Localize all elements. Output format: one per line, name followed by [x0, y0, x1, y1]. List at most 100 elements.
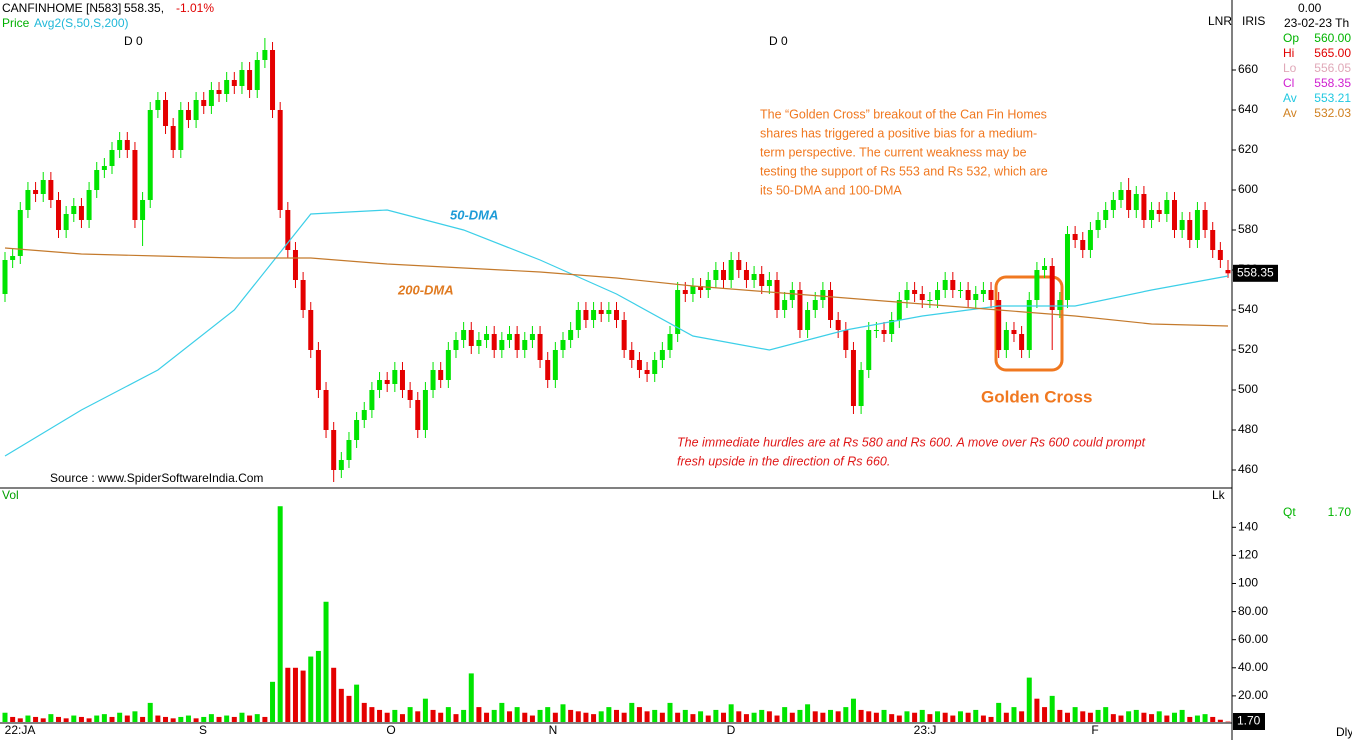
candle-body	[109, 150, 115, 166]
volume-bar	[1126, 711, 1132, 722]
candle-body	[369, 390, 375, 410]
candle-body	[430, 370, 436, 390]
qt-label: Qt	[1283, 505, 1296, 519]
candle-body	[1072, 234, 1078, 240]
volume-bar	[1171, 712, 1177, 722]
candle-body	[927, 300, 933, 301]
volume-bar	[644, 711, 650, 722]
volume-bar	[560, 704, 566, 722]
candle-body	[491, 334, 497, 350]
candle-body	[820, 290, 826, 300]
volume-bar	[575, 711, 581, 722]
candle-body	[736, 260, 742, 270]
candle-body	[644, 370, 650, 374]
candle-body	[1164, 200, 1170, 214]
volume-bar	[1080, 711, 1086, 722]
last-volume-label: 1.70	[1237, 714, 1261, 728]
volume-bar	[743, 714, 749, 722]
candle-body	[315, 350, 321, 390]
volume-bar	[445, 707, 451, 722]
golden-cross-box	[994, 275, 1064, 372]
candle-body	[514, 334, 520, 350]
candle-body	[1026, 300, 1032, 350]
candle-body	[1080, 240, 1086, 250]
volume-bar	[965, 712, 971, 722]
candle-body	[835, 320, 841, 330]
candle-body	[682, 290, 688, 294]
candle-body	[63, 214, 69, 230]
volume-bar	[866, 711, 872, 722]
volume-bar	[453, 714, 459, 722]
info-label: Av	[1283, 91, 1297, 105]
candle-body	[117, 140, 123, 150]
volume-bar	[1087, 712, 1093, 722]
volume-bar	[163, 716, 169, 722]
candle-body	[247, 70, 253, 90]
candle-body	[285, 210, 291, 250]
volume-bar	[537, 709, 543, 722]
volume-bar	[881, 709, 887, 722]
info-label: Cl	[1283, 76, 1294, 90]
candle-body	[86, 190, 92, 220]
info-date: 23-02-23 Th	[1284, 16, 1349, 30]
candle-body	[178, 110, 184, 150]
volume-bar	[1179, 709, 1185, 722]
candle-body	[377, 380, 383, 390]
note-red: fresh upside in the direction of Rs 660.	[677, 454, 890, 468]
candle-body	[1049, 266, 1055, 310]
candle-body	[40, 180, 46, 194]
candle-body	[476, 340, 482, 346]
volume-bar	[912, 712, 918, 722]
period-label: Dly	[1336, 725, 1352, 739]
x-tick-label: F	[1091, 723, 1098, 737]
volume-bar	[94, 715, 100, 722]
candle-body	[1156, 210, 1162, 214]
period-marker: D 0	[769, 34, 788, 48]
source-note: Source : www.SpiderSoftwareIndia.Com	[50, 471, 263, 485]
candle-body	[751, 274, 757, 280]
candle-body	[850, 350, 856, 406]
candle-body	[904, 290, 910, 300]
y-tick-label: 520	[1238, 342, 1258, 356]
volume-bar	[751, 712, 757, 722]
candle-body	[843, 330, 849, 350]
volume-bar	[117, 712, 123, 722]
candle-body	[973, 294, 979, 300]
volume-bar	[843, 707, 849, 722]
volume-bar	[86, 718, 92, 722]
candle-body	[988, 290, 994, 300]
candle-body	[789, 290, 795, 300]
y-tick-label: 660	[1238, 62, 1258, 76]
candle-body	[78, 206, 84, 220]
volume-bar	[698, 711, 704, 722]
volume-bar	[277, 506, 283, 722]
volume-bar	[308, 656, 314, 722]
volume-bar	[254, 714, 260, 722]
candle-body	[812, 300, 818, 310]
iris-label: IRIS	[1242, 14, 1265, 28]
volume-bar	[193, 718, 199, 722]
candle-body	[766, 280, 772, 286]
volume-bar	[1103, 707, 1109, 722]
candle-body	[690, 286, 696, 294]
candle-body	[361, 410, 367, 420]
candle-body	[415, 400, 421, 430]
candle-body	[392, 370, 398, 384]
volume-bar	[270, 681, 276, 722]
ma50-label: 50-DMA	[450, 207, 498, 222]
volume-bar	[484, 712, 490, 722]
note-orange: testing the support of Rs 553 and Rs 532…	[760, 164, 1048, 178]
golden-cross-label: Golden Cross	[981, 387, 1092, 406]
volume-bar	[736, 711, 742, 722]
moving-average-line	[4, 209, 1229, 457]
candle-body	[583, 310, 589, 320]
candle-body	[805, 310, 811, 330]
volume-bar	[659, 712, 665, 722]
candle-body	[1042, 266, 1048, 270]
candle-body	[354, 420, 360, 440]
volume-bar	[1210, 716, 1216, 722]
volume-bar	[896, 715, 902, 722]
volume-bar	[415, 711, 421, 722]
candle-body	[438, 370, 444, 380]
candle-body	[858, 370, 864, 406]
